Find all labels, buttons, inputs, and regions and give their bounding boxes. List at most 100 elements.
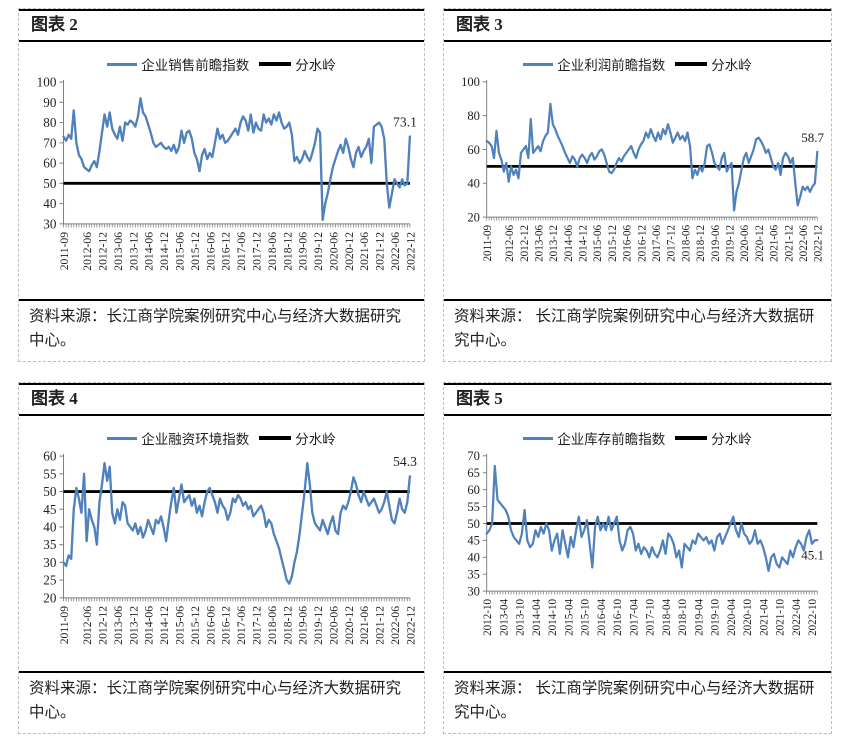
legend-item-series: 企业融资环境指数	[107, 428, 249, 448]
svg-text:2013-12: 2013-12	[548, 225, 560, 262]
svg-text:2018-12: 2018-12	[281, 606, 294, 645]
svg-text:2019-12: 2019-12	[312, 232, 325, 271]
svg-text:2019-04: 2019-04	[693, 599, 705, 636]
svg-text:2020-04: 2020-04	[726, 599, 738, 636]
svg-text:2018-06: 2018-06	[266, 606, 279, 645]
svg-text:2015-12: 2015-12	[189, 606, 202, 645]
svg-text:73.1: 73.1	[393, 115, 417, 130]
legend-item-watershed: 分水岭	[675, 54, 752, 74]
svg-text:60: 60	[43, 156, 57, 171]
svg-text:2015-10: 2015-10	[580, 599, 592, 636]
svg-text:2012-12: 2012-12	[519, 225, 531, 262]
panel-title: 图表 2	[19, 9, 424, 43]
svg-text:2022-06: 2022-06	[798, 225, 810, 262]
svg-text:50: 50	[43, 484, 57, 499]
svg-text:25: 25	[43, 573, 57, 588]
source-note: 资料来源：长江商学院案例研究中心与经济大数据研究中心。	[19, 298, 424, 361]
svg-text:2012-12: 2012-12	[97, 606, 110, 645]
legend-item-series: 企业利润前瞻指数	[523, 54, 665, 74]
svg-text:2019-12: 2019-12	[312, 606, 325, 645]
series-line-swatch	[107, 62, 138, 66]
svg-text:60: 60	[43, 450, 57, 464]
legend-item-watershed: 分水岭	[675, 428, 752, 448]
svg-text:2019-10: 2019-10	[710, 599, 722, 636]
source-note: 资料来源：长江商学院案例研究中心与经济大数据研究中心。	[19, 670, 424, 733]
svg-text:2020-10: 2020-10	[742, 599, 754, 636]
svg-text:40: 40	[467, 551, 480, 565]
svg-text:2011-09: 2011-09	[482, 225, 494, 262]
svg-text:2016-04: 2016-04	[596, 599, 608, 636]
legend-item-series: 企业库存前瞻指数	[523, 428, 665, 448]
svg-text:2022-12: 2022-12	[404, 232, 417, 271]
svg-text:2020-12: 2020-12	[343, 606, 356, 645]
legend-item-series: 企业销售前瞻指数	[107, 54, 249, 74]
legend-series-label: 企业利润前瞻指数	[557, 58, 666, 74]
series-line-swatch	[523, 436, 554, 440]
source-note: 资料来源： 长江商学院案例研究中心与经济大数据研究中心。	[444, 670, 831, 733]
svg-text:2018-12: 2018-12	[695, 225, 707, 262]
legend-watershed-label: 分水岭	[295, 58, 336, 74]
chart-panel-3: 图表 3 企业利润前瞻指数 分水岭 20 40 60 80 100 2011-09 2012…	[443, 8, 832, 362]
svg-text:60: 60	[467, 483, 480, 497]
svg-text:2019-12: 2019-12	[725, 225, 737, 262]
svg-text:20: 20	[467, 211, 480, 225]
svg-text:2011-09: 2011-09	[58, 606, 71, 645]
svg-text:2014-06: 2014-06	[143, 232, 156, 271]
legend-item-watershed: 分水岭	[259, 428, 336, 448]
svg-text:55: 55	[467, 500, 480, 514]
legend-series-label: 企业融资环境指数	[141, 432, 250, 448]
svg-text:2017-12: 2017-12	[666, 225, 678, 262]
svg-text:2021-12: 2021-12	[374, 606, 387, 645]
legend-series-label: 企业库存前瞻指数	[557, 432, 666, 448]
chart-legend: 企业销售前瞻指数 分水岭	[19, 54, 424, 74]
line-chart-financing-environment: 20 25 30 35 40 45 50 55 60 2011-09 2012-06 2012-12 2…	[19, 450, 424, 661]
svg-text:50: 50	[467, 517, 480, 531]
svg-text:2012-10: 2012-10	[482, 599, 494, 636]
svg-text:2021-06: 2021-06	[769, 225, 781, 262]
svg-text:40: 40	[467, 177, 480, 191]
svg-text:2021-06: 2021-06	[358, 232, 371, 271]
svg-text:2012-06: 2012-06	[81, 232, 94, 271]
legend-watershed-label: 分水岭	[711, 58, 752, 74]
svg-text:2022-10: 2022-10	[807, 599, 819, 636]
svg-text:35: 35	[43, 537, 57, 552]
series-line-swatch	[107, 436, 138, 440]
series-line-swatch	[523, 62, 554, 66]
svg-text:2019-06: 2019-06	[297, 232, 310, 271]
svg-text:2014-06: 2014-06	[143, 606, 156, 645]
svg-text:2012-06: 2012-06	[504, 225, 516, 262]
svg-text:80: 80	[43, 115, 57, 130]
svg-text:2012-06: 2012-06	[81, 606, 94, 645]
svg-text:2022-12: 2022-12	[813, 225, 825, 262]
svg-text:2020-06: 2020-06	[739, 225, 751, 262]
chart-panel-4: 图表 4 企业融资环境指数 分水岭 20 25 30 35 40 45 50 55 60 2011…	[18, 382, 425, 734]
svg-text:2014-12: 2014-12	[158, 606, 171, 645]
svg-text:2013-10: 2013-10	[515, 599, 527, 636]
svg-text:100: 100	[461, 76, 480, 89]
svg-text:2016-12: 2016-12	[220, 606, 233, 645]
svg-text:2021-12: 2021-12	[783, 225, 795, 262]
svg-text:90: 90	[43, 95, 57, 110]
legend-watershed-label: 分水岭	[711, 432, 752, 448]
chart-legend: 企业库存前瞻指数 分水岭	[444, 428, 831, 448]
chart-canvas: 30 35 40 45 50 55 60 65 70 2012-10 2013-04 2013-10 2…	[467, 450, 824, 636]
panel-title: 图表 3	[444, 9, 831, 43]
svg-text:2020-12: 2020-12	[343, 232, 356, 271]
watershed-line-swatch	[675, 436, 708, 440]
svg-text:2015-06: 2015-06	[174, 232, 187, 271]
svg-text:45.1: 45.1	[801, 548, 824, 563]
svg-text:2021-04: 2021-04	[758, 599, 770, 636]
panel-title: 图表 5	[444, 383, 831, 417]
svg-text:70: 70	[43, 135, 57, 150]
svg-text:2017-12: 2017-12	[250, 606, 263, 645]
svg-text:2020-06: 2020-06	[327, 606, 340, 645]
svg-text:80: 80	[467, 109, 480, 123]
svg-text:2018-12: 2018-12	[281, 232, 294, 271]
svg-text:2013-06: 2013-06	[112, 606, 125, 645]
svg-text:2013-06: 2013-06	[533, 225, 545, 262]
svg-text:45: 45	[43, 502, 57, 517]
svg-text:40: 40	[43, 196, 57, 211]
svg-text:2021-06: 2021-06	[358, 606, 371, 645]
